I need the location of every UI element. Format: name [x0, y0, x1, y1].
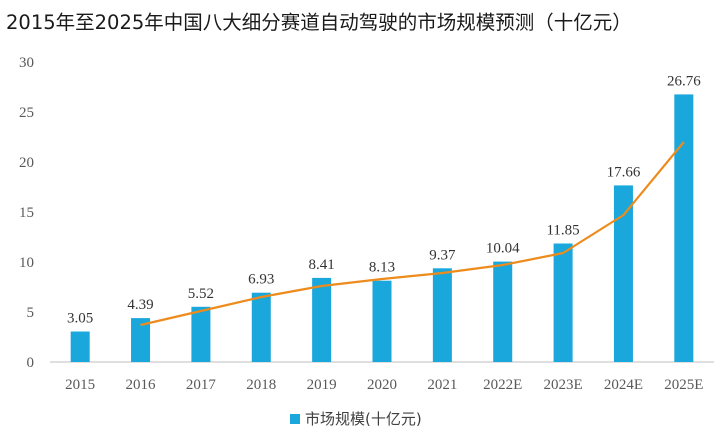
bar — [493, 261, 513, 362]
data-label: 4.39 — [127, 297, 153, 313]
data-label: 10.04 — [486, 241, 520, 257]
bar — [131, 318, 151, 362]
x-tick-label: 2021 — [427, 377, 457, 393]
trend-line — [140, 141, 685, 327]
y-axis-ticks: 0 5 10 15 20 25 30 — [19, 55, 34, 371]
x-tick-label: 2019 — [307, 377, 337, 393]
bar — [372, 280, 392, 362]
data-label: 26.76 — [667, 73, 701, 89]
y-tick-label: 0 — [27, 355, 35, 371]
legend: 市场规模(十亿元) — [290, 408, 422, 429]
chart-title: 2015年至2025年中国八大细分赛道自动驾驶的市场规模预测（十亿元） — [6, 11, 632, 34]
bar — [191, 306, 211, 362]
data-label: 6.93 — [248, 272, 274, 288]
x-tick-label: 2018 — [246, 377, 276, 393]
x-tick-label: 2025E — [664, 377, 703, 393]
bar — [613, 185, 633, 362]
data-labels: 3.05 4.39 5.52 6.93 8.41 8.13 9.37 10.04 11.85 17… — [67, 73, 701, 326]
legend-swatch — [290, 413, 300, 424]
y-tick-label: 10 — [19, 255, 34, 271]
data-label: 17.66 — [607, 164, 641, 180]
y-tick-label: 5 — [27, 305, 35, 321]
data-label: 3.05 — [67, 311, 93, 327]
data-label: 8.13 — [369, 260, 395, 276]
data-label: 5.52 — [188, 286, 214, 302]
x-tick-label: 2017 — [186, 377, 217, 393]
bar — [70, 331, 90, 362]
bar — [312, 277, 332, 362]
legend-label: 市场规模(十亿元) — [305, 410, 422, 428]
bar — [553, 243, 573, 362]
data-label: 11.85 — [546, 223, 579, 239]
bar — [674, 94, 694, 363]
y-tick-label: 30 — [19, 55, 34, 71]
x-tick-label: 2024E — [604, 377, 643, 393]
x-axis-ticks: 2015 2016 2017 2018 2019 2020 2021 2022E 2023E 20… — [65, 377, 703, 393]
bar-series — [70, 94, 694, 363]
x-tick-label: 2015 — [65, 377, 95, 393]
y-tick-label: 20 — [19, 155, 34, 171]
y-tick-label: 15 — [19, 205, 34, 221]
data-label: 9.37 — [429, 247, 456, 263]
x-tick-label: 2022E — [483, 377, 522, 393]
x-tick-label: 2020 — [367, 377, 397, 393]
x-tick-label: 2023E — [544, 377, 583, 393]
bar — [432, 268, 452, 362]
bar — [251, 292, 271, 362]
data-label: 8.41 — [309, 257, 335, 273]
y-tick-label: 25 — [19, 105, 34, 121]
x-tick-label: 2016 — [126, 377, 157, 393]
